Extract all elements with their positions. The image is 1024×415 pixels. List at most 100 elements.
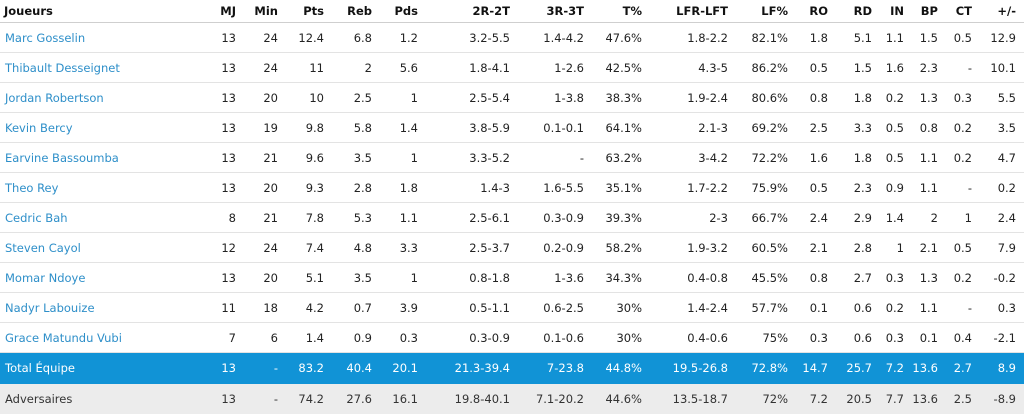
column-header[interactable]: Pds [378, 0, 424, 23]
column-header[interactable]: LFR-LFT [648, 0, 734, 23]
stat-cell: 30% [590, 322, 648, 353]
stat-cell: 2.5-6.1 [424, 202, 516, 233]
stat-cell: 44.8% [590, 352, 648, 384]
stat-cell: 3.3-5.2 [424, 142, 516, 173]
stat-cell: 0.1-0.6 [516, 322, 590, 353]
column-header[interactable]: RO [794, 0, 834, 23]
column-header[interactable]: RD [834, 0, 878, 23]
stat-cell: 1.6 [794, 142, 834, 173]
stat-cell: 1-3.8 [516, 82, 590, 113]
stat-cell: 4.2 [284, 292, 330, 323]
stat-cell: 0.9 [878, 172, 910, 203]
stat-cell: 1 [378, 142, 424, 173]
stat-cell: 1.8 [794, 22, 834, 53]
stat-cell: 21.3-39.4 [424, 352, 516, 384]
column-header[interactable]: EVAL [1022, 0, 1024, 23]
player-link[interactable]: Thibault Desseignet [5, 60, 120, 75]
stat-cell: 0.8 [794, 262, 834, 293]
stat-cell: 13 [196, 82, 242, 113]
stat-cell: 0.5 [878, 142, 910, 173]
stat-cell: 72.8% [734, 352, 794, 384]
stat-cell: 0.2-0.9 [516, 232, 590, 263]
stat-cell: 24 [242, 232, 284, 263]
player-link[interactable]: Cedric Bah [5, 210, 68, 225]
column-header[interactable]: Reb [330, 0, 378, 23]
player-link[interactable]: Jordan Robertson [5, 90, 104, 105]
name-cell: Grace Matundu Vubi [0, 322, 196, 353]
stat-cell: 10.1 [978, 52, 1022, 83]
stat-cell: 5.3 [330, 202, 378, 233]
stat-cell: 0.4-0.6 [648, 322, 734, 353]
name-cell: Adversaires [0, 383, 196, 414]
stat-cell: 45.5% [734, 262, 794, 293]
player-link[interactable]: Nadyr Labouize [5, 300, 95, 315]
name-cell: Momar Ndoye [0, 262, 196, 293]
stat-cell: 30% [590, 292, 648, 323]
stat-cell: 0.3 [944, 82, 978, 113]
player-link[interactable]: Momar Ndoye [5, 270, 86, 285]
stat-cell: 83.2 [284, 352, 330, 384]
stat-cell: 1.1 [910, 172, 944, 203]
player-link[interactable]: Grace Matundu Vubi [5, 330, 122, 345]
stat-cell: 19.5-26.8 [648, 352, 734, 384]
column-header[interactable]: IN [878, 0, 910, 23]
stat-cell: 39.3% [590, 202, 648, 233]
column-header[interactable]: T% [590, 0, 648, 23]
stat-cell: - [242, 383, 284, 414]
player-link[interactable]: Earvine Bassoumba [5, 150, 119, 165]
stat-cell: 2.7 [944, 352, 978, 384]
stat-cell: 3.3 [834, 112, 878, 143]
team-total-row: Total Équipe 13-83.2 40.4 20.1 21.3-39.4 7-23… [0, 352, 1024, 384]
stat-cell: 2.1 [910, 232, 944, 263]
stat-cell: 72.2% [734, 142, 794, 173]
player-link[interactable]: Marc Gosselin [5, 30, 86, 45]
column-header[interactable]: Pts [284, 0, 330, 23]
stat-cell: 75.9% [734, 172, 794, 203]
stat-cell: 0.9 [330, 322, 378, 353]
stat-cell: 27.6 [330, 383, 378, 414]
stat-cell: 3.9 [378, 292, 424, 323]
stat-cell: 2.5-3.7 [424, 232, 516, 263]
stat-cell: 13 [196, 352, 242, 384]
stat-cell: 2.1-3 [648, 112, 734, 143]
stat-cell: 0.4 [944, 322, 978, 353]
stat-cell: 13.4 [1022, 52, 1024, 83]
column-header[interactable]: CT [944, 0, 978, 23]
column-header[interactable]: Min [242, 0, 284, 23]
stat-cell: 1.3 [910, 262, 944, 293]
stat-cell: - [516, 142, 590, 173]
stat-cell: 13.6 [910, 383, 944, 414]
stat-cell: 20 [242, 262, 284, 293]
player-row: Steven Cayol 12 24 7.4 4.8 3.3 2.5-3.7 0.2-0.9 5… [0, 232, 1024, 263]
stat-cell: 1.8-4.1 [424, 52, 516, 83]
name-cell: Theo Rey [0, 172, 196, 203]
player-link[interactable]: Theo Rey [5, 180, 59, 195]
stat-cell: 2.4 [794, 202, 834, 233]
column-header[interactable]: 3R-3T [516, 0, 590, 23]
stat-cell: 58.2% [590, 232, 648, 263]
stat-cell: 7-23.8 [516, 352, 590, 384]
stat-cell: 6 [242, 322, 284, 353]
stat-cell: 21 [242, 142, 284, 173]
column-header[interactable]: MJ [196, 0, 242, 23]
column-header[interactable]: Joueurs [0, 0, 196, 23]
column-header[interactable]: 2R-2T [424, 0, 516, 23]
stat-cell: 3-4.2 [648, 142, 734, 173]
stat-cell: 21 [242, 202, 284, 233]
stat-cell: 63.2% [590, 142, 648, 173]
stat-cell: 0.1 [794, 292, 834, 323]
player-link[interactable]: Steven Cayol [5, 240, 81, 255]
stat-cell: 1.8 [834, 142, 878, 173]
stat-cell: 0.5 [944, 22, 978, 53]
stat-cell: 7.2 [878, 352, 910, 384]
stat-cell: 40.4 [330, 352, 378, 384]
column-header[interactable]: LF% [734, 0, 794, 23]
stat-cell: 1.1 [878, 22, 910, 53]
column-header[interactable]: +/- [978, 0, 1022, 23]
player-link[interactable]: Kevin Bercy [5, 120, 73, 135]
stat-cell: 12.9 [978, 22, 1022, 53]
stat-cell: 18 [242, 292, 284, 323]
stat-cell: 1.9-3.2 [648, 232, 734, 263]
column-header[interactable]: BP [910, 0, 944, 23]
